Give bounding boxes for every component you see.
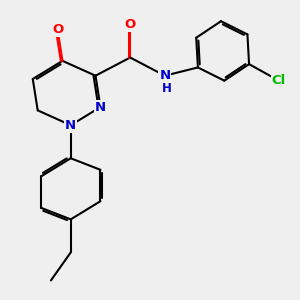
Text: N: N xyxy=(159,69,170,82)
Text: O: O xyxy=(124,18,136,31)
Text: O: O xyxy=(52,23,63,36)
Text: Cl: Cl xyxy=(272,74,286,87)
Text: N: N xyxy=(95,100,106,114)
Text: H: H xyxy=(162,82,171,95)
Text: N: N xyxy=(65,119,76,132)
